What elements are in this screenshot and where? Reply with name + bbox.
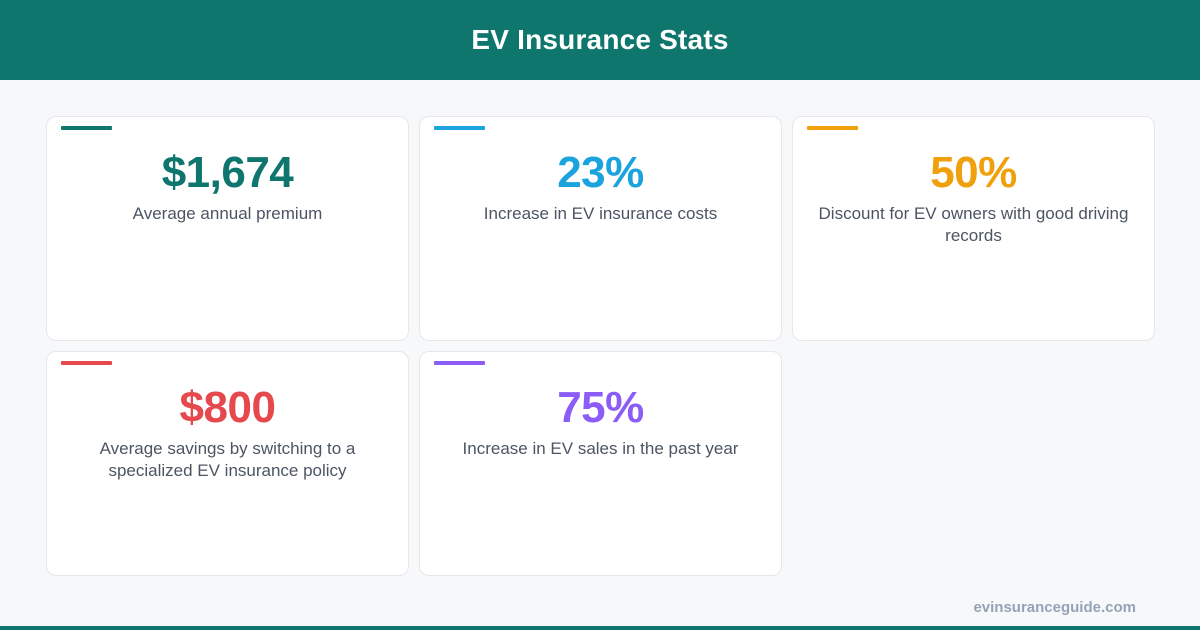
page-title: EV Insurance Stats bbox=[471, 24, 729, 55]
stat-value: 23% bbox=[557, 148, 644, 197]
stat-label: Increase in EV insurance costs bbox=[483, 204, 718, 223]
stat-card-sales-increase: 75% Increase in EV sales in the past yea… bbox=[419, 351, 782, 576]
accent-bar bbox=[61, 126, 112, 130]
stat-label: Discount for EV owners with good driving… bbox=[818, 204, 1129, 245]
stat-value: 50% bbox=[930, 148, 1017, 197]
accent-bar bbox=[61, 361, 112, 365]
stats-grid: $1,674 Average annual premium 23% Increa… bbox=[46, 116, 1155, 576]
stat-label: Average annual premium bbox=[132, 204, 323, 223]
site-url: evinsuranceguide.com bbox=[973, 599, 1136, 616]
stat-card-average-premium: $1,674 Average annual premium bbox=[46, 116, 409, 341]
stat-card-savings: $800 Average savings by switching to a s… bbox=[46, 351, 409, 576]
stat-value: $800 bbox=[179, 383, 276, 432]
header-banner: EV Insurance Stats bbox=[0, 0, 1200, 80]
stat-card-discount: 50% Discount for EV owners with good dri… bbox=[792, 116, 1155, 341]
stat-value: $1,674 bbox=[161, 148, 294, 197]
accent-bar bbox=[434, 361, 485, 365]
accent-bar bbox=[807, 126, 858, 130]
accent-bar bbox=[434, 126, 485, 130]
bottom-accent-bar bbox=[0, 626, 1200, 630]
stat-card-cost-increase: 23% Increase in EV insurance costs bbox=[419, 116, 782, 341]
stat-label: Increase in EV sales in the past year bbox=[462, 439, 739, 458]
stat-label: Average savings by switching to a specia… bbox=[99, 439, 356, 480]
stat-value: 75% bbox=[557, 383, 644, 432]
